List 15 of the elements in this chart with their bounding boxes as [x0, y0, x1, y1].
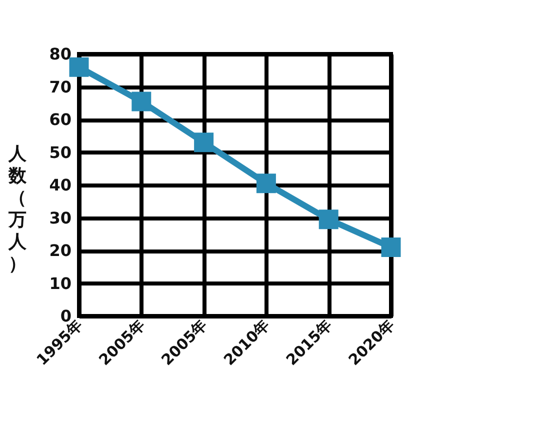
y-tick-label: 80 [49, 44, 72, 64]
y-tick-label: 40 [49, 176, 72, 194]
y-tick-label: 70 [49, 77, 72, 96]
point [256, 174, 276, 194]
point [132, 92, 152, 112]
y-tick-label: 20 [49, 241, 72, 260]
y-tick-label: 50 [49, 142, 72, 162]
y-tick-label: 60 [49, 110, 72, 129]
point [194, 132, 214, 152]
point [69, 57, 89, 77]
y-tick-label: 30 [49, 208, 72, 228]
point [381, 237, 401, 257]
y-axis-title: 人数（万人） [8, 144, 28, 274]
point [318, 210, 338, 230]
y-tick-label: 10 [49, 274, 72, 293]
